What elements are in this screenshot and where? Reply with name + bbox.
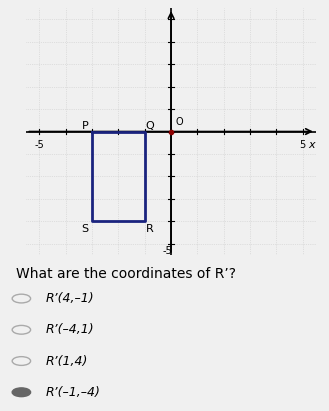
Text: R’(1,4): R’(1,4) bbox=[46, 355, 89, 367]
Text: O: O bbox=[175, 117, 183, 127]
Text: R’(–4,1): R’(–4,1) bbox=[46, 323, 95, 336]
Text: What are the coordinates of R’?: What are the coordinates of R’? bbox=[16, 267, 237, 281]
Text: R: R bbox=[146, 224, 153, 234]
Text: Q: Q bbox=[145, 121, 154, 131]
Text: -5: -5 bbox=[162, 246, 172, 256]
Text: R’(–1,–4): R’(–1,–4) bbox=[46, 386, 101, 399]
Text: S: S bbox=[81, 224, 88, 234]
Text: 5: 5 bbox=[300, 141, 306, 150]
Text: -5: -5 bbox=[35, 141, 44, 150]
Text: P: P bbox=[81, 121, 88, 131]
Circle shape bbox=[12, 388, 31, 397]
Text: x: x bbox=[309, 141, 315, 150]
Text: R’(4,–1): R’(4,–1) bbox=[46, 292, 95, 305]
